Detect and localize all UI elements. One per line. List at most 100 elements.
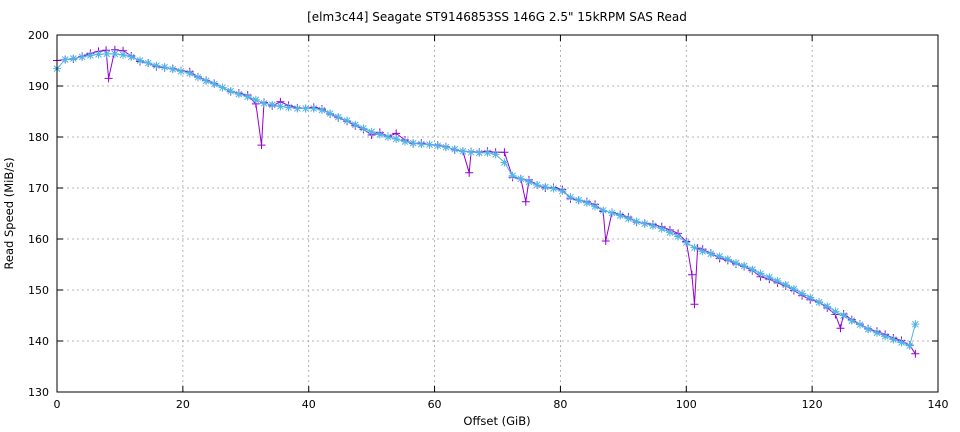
raw-point — [521, 197, 530, 206]
average-point — [731, 258, 740, 267]
average-point — [533, 180, 542, 189]
y-tick-label: 150 — [28, 284, 49, 297]
average-point — [823, 302, 832, 311]
average-point — [911, 320, 920, 329]
average-point — [276, 102, 285, 111]
raw-point — [257, 141, 266, 150]
x-tick-label: 60 — [428, 398, 442, 411]
average-point — [94, 50, 103, 59]
average-point — [61, 55, 70, 64]
average-point — [144, 59, 153, 68]
average-point — [616, 211, 625, 220]
average-point — [301, 104, 310, 113]
average-point — [508, 171, 517, 180]
raw-point — [465, 168, 474, 177]
average-point — [86, 51, 95, 60]
average-point — [359, 124, 368, 133]
average-point — [690, 243, 699, 252]
average-point — [467, 148, 476, 157]
average-point — [740, 262, 749, 271]
average-point — [334, 113, 343, 122]
average-point — [367, 127, 376, 136]
raw-point — [601, 237, 610, 246]
average-point — [599, 206, 608, 215]
average-point — [781, 280, 790, 289]
average-point — [815, 298, 824, 307]
y-axis-title: Read Speed (MiB/s) — [2, 157, 16, 269]
average-point — [831, 307, 840, 316]
average-point — [674, 232, 683, 241]
average-point — [648, 221, 657, 230]
y-tick-label: 140 — [28, 335, 49, 348]
average-point — [839, 311, 848, 320]
average-point — [69, 54, 78, 63]
average-point — [723, 255, 732, 264]
average-point — [483, 148, 492, 157]
average-point — [524, 177, 533, 186]
average-point — [284, 103, 293, 112]
average-point — [243, 92, 252, 101]
average-point — [773, 276, 782, 285]
plot-border — [56, 34, 939, 393]
average-read-series — [53, 49, 920, 350]
average-point — [516, 174, 525, 183]
x-tick-label: 0 — [54, 398, 61, 411]
average-point — [558, 187, 567, 196]
average-point — [251, 95, 260, 104]
average-point — [475, 148, 484, 157]
average-point — [392, 135, 401, 144]
average-point — [326, 109, 335, 118]
average-point — [218, 83, 227, 92]
y-tick-label: 170 — [28, 182, 49, 195]
average-point — [798, 289, 807, 298]
average-point — [566, 193, 575, 202]
average-point — [698, 247, 707, 256]
average-point — [102, 49, 111, 58]
raw-point — [104, 74, 113, 83]
y-tick-label: 180 — [28, 131, 49, 144]
average-point — [202, 76, 211, 85]
average-point — [409, 139, 418, 148]
average-point — [193, 73, 202, 82]
average-point — [881, 332, 890, 341]
average-point — [127, 52, 136, 61]
raw-point — [500, 148, 509, 157]
y-tick-label: 130 — [28, 386, 49, 399]
average-point — [210, 79, 219, 88]
raw-point — [836, 324, 845, 333]
average-point — [234, 90, 243, 99]
average-point — [897, 338, 906, 347]
average-point — [715, 252, 724, 261]
average-point — [657, 224, 666, 233]
average-point — [682, 238, 691, 247]
average-point — [872, 328, 881, 337]
y-tick-label: 190 — [28, 80, 49, 93]
average-point — [384, 133, 393, 141]
average-point — [450, 145, 459, 154]
average-point — [293, 104, 302, 113]
average-point — [665, 228, 674, 237]
x-tick-label: 20 — [176, 398, 190, 411]
x-tick-label: 100 — [676, 398, 697, 411]
y-tick-label: 160 — [28, 233, 49, 246]
x-tick-label: 80 — [553, 398, 567, 411]
average-point — [632, 217, 641, 226]
x-axis-title: Offset (GiB) — [463, 414, 530, 428]
average-point — [855, 320, 864, 329]
average-point — [168, 65, 177, 74]
average-point — [260, 99, 269, 108]
average-point — [152, 61, 161, 70]
y-tick-label: 200 — [28, 29, 49, 42]
average-point — [343, 116, 352, 125]
x-tick-label: 120 — [802, 398, 823, 411]
chart-title: [elm3c44] Seagate ST9146853SS 146G 2.5" … — [307, 10, 687, 24]
average-point — [425, 140, 434, 149]
average-point — [889, 335, 898, 344]
raw-point — [687, 270, 696, 279]
average-point — [549, 184, 558, 193]
average-point — [806, 293, 815, 302]
average-point — [640, 219, 649, 228]
average-point — [433, 141, 442, 150]
average-point — [491, 150, 500, 159]
average-point — [608, 208, 617, 217]
